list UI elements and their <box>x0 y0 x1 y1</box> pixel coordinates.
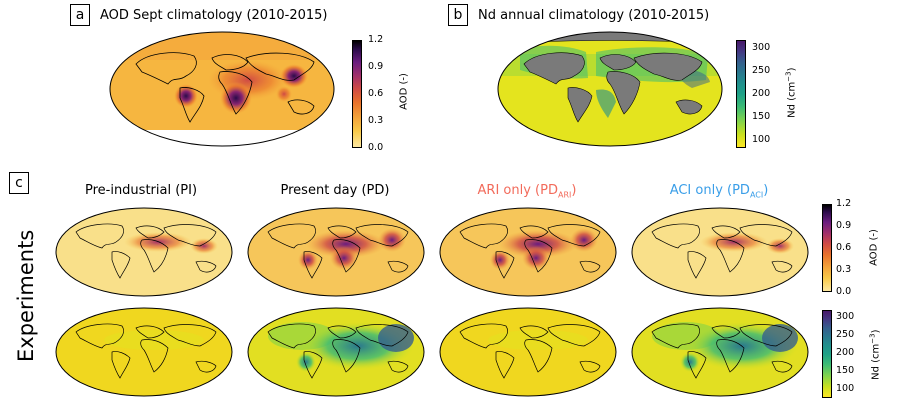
nd-exp-tick-2: 250 <box>836 329 855 340</box>
nd-top-colorbar-label: Nd (cm−3) <box>784 67 798 118</box>
aod-exp-colorbar-label: AOD (-) <box>868 229 880 266</box>
aod-map-ari-only <box>439 207 617 297</box>
panel-b-title: Nd annual climatology (2010-2015) <box>478 8 710 23</box>
aod-top-tick-1: 1.2 <box>368 34 384 45</box>
nd-top-tick-3: 200 <box>752 88 771 99</box>
nd-map-ari-only <box>439 307 617 397</box>
aod-colorbar-experiments <box>822 204 832 292</box>
nd-colorbar-top <box>736 40 746 148</box>
aod-exp-tick-2: 0.9 <box>836 220 852 231</box>
aod-top-tick-5: 0.0 <box>368 142 384 153</box>
nd-top-tick-5: 100 <box>752 134 771 145</box>
title-present-day: Present day (PD) <box>280 183 390 198</box>
aod-map-pd <box>247 207 425 297</box>
aod-map-aci-only <box>631 207 809 297</box>
nd-exp-tick-3: 200 <box>836 347 855 358</box>
aod-top-tick-4: 0.3 <box>368 115 384 126</box>
aod-exp-tick-4: 0.3 <box>836 264 852 275</box>
title-pre-industrial: Pre-industrial (PI) <box>84 183 198 198</box>
panel-b-label: b <box>448 4 468 26</box>
aod-map-pi <box>55 207 233 297</box>
nd-exp-tick-5: 100 <box>836 383 855 394</box>
aod-colorbar-top <box>352 40 362 148</box>
title-ari-only: ARI only (PDARI) <box>477 183 577 200</box>
aod-sept-climatology-map <box>109 31 335 147</box>
nd-colorbar-experiments <box>822 310 832 398</box>
nd-map-aci-only <box>631 307 809 397</box>
aod-top-colorbar-label: AOD (-) <box>398 73 410 110</box>
panel-c-label: c <box>9 172 29 194</box>
panel-a-label: a <box>70 4 90 26</box>
nd-exp-tick-1: 300 <box>836 311 855 322</box>
nd-map-pi <box>55 307 233 397</box>
aod-exp-tick-1: 1.2 <box>836 198 852 209</box>
nd-exp-colorbar-label: Nd (cm−3) <box>868 329 882 380</box>
panel-a-title: AOD Sept climatology (2010-2015) <box>100 8 328 23</box>
nd-top-tick-4: 150 <box>752 111 771 122</box>
aod-top-tick-3: 0.6 <box>368 88 384 99</box>
nd-top-tick-2: 250 <box>752 65 771 76</box>
aod-top-tick-2: 0.9 <box>368 61 384 72</box>
nd-map-pd <box>247 307 425 397</box>
nd-annual-climatology-map <box>497 31 723 147</box>
aod-exp-tick-3: 0.6 <box>836 242 852 253</box>
title-aci-only: ACI only (PDACI) <box>669 183 769 200</box>
aod-exp-tick-5: 0.0 <box>836 286 852 297</box>
nd-exp-tick-4: 150 <box>836 365 855 376</box>
nd-top-tick-1: 300 <box>752 42 771 53</box>
experiments-row-label: Experiments <box>14 229 38 362</box>
